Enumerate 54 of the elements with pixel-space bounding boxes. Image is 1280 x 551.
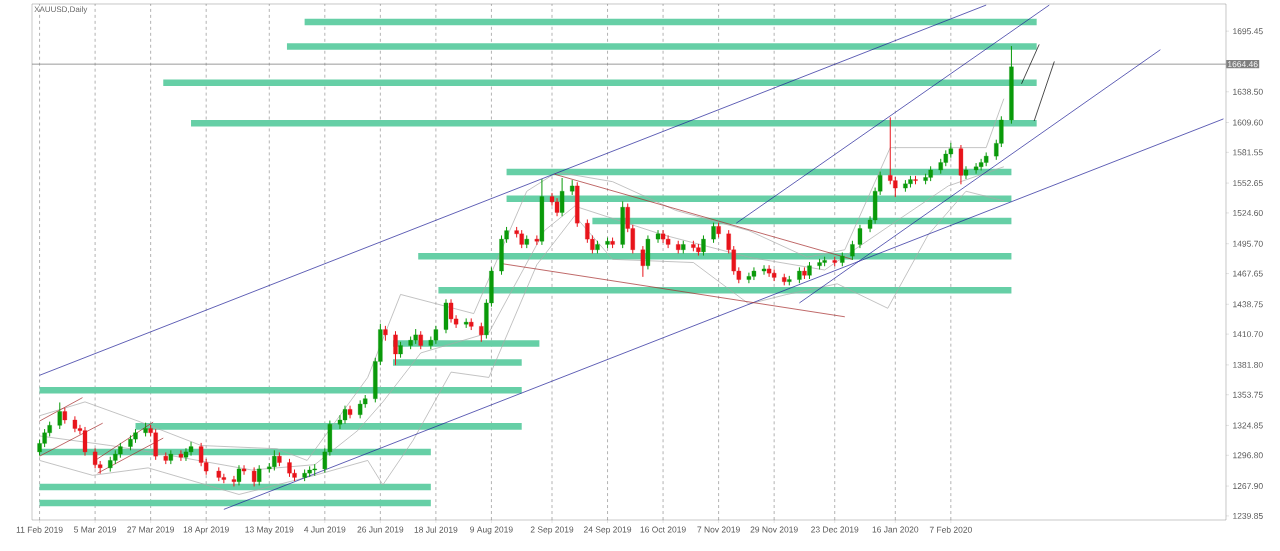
candlestick <box>347 405 353 419</box>
candlestick <box>251 467 257 487</box>
candlestick <box>236 465 242 486</box>
candlestick <box>178 450 184 461</box>
y-tick-label: 1609.60 <box>1233 119 1263 126</box>
x-tick-label: 29 Nov 2019 <box>750 526 798 533</box>
candlestick <box>57 402 62 429</box>
x-tick-label: 7 Nov 2019 <box>697 526 740 533</box>
y-tick-label: 1438.75 <box>1233 301 1263 308</box>
candlestick <box>701 235 706 256</box>
candlestick <box>850 240 855 260</box>
ref-line-label: 1664.46 <box>1228 61 1258 68</box>
y-tick-label: 1353.75 <box>1233 391 1263 398</box>
y-tick-label: 1524.60 <box>1233 209 1263 216</box>
x-tick-label: 11 Feb 2019 <box>16 526 63 533</box>
y-tick-label: 1381.80 <box>1233 361 1263 368</box>
x-tick-label: 23 Dec 2019 <box>811 526 859 533</box>
x-tick-label: 26 Jun 2019 <box>357 526 404 533</box>
candlestick <box>640 246 646 277</box>
x-tick-label: 24 Sep 2019 <box>583 526 632 535</box>
candlestick <box>711 222 716 243</box>
candlestick <box>534 235 540 245</box>
y-tick-label: 1296.80 <box>1233 452 1263 459</box>
x-tick-label: 18 Jul 2019 <box>414 526 458 533</box>
x-tick-label: 27 Mar 2019 <box>127 526 174 533</box>
candlestick <box>559 177 565 217</box>
x-tick-label: 18 Apr 2019 <box>183 526 229 535</box>
candlestick <box>655 230 661 243</box>
y-tick-label: 1495.70 <box>1233 240 1263 247</box>
candlestick <box>393 331 398 366</box>
candlestick <box>231 475 237 487</box>
x-tick-label: 16 Jan 2020 <box>872 526 919 533</box>
y-tick-label: 1552.65 <box>1233 180 1263 187</box>
candlestick <box>241 465 247 475</box>
x-tick-label: 7 Feb 2020 <box>929 526 972 533</box>
y-tick-label: 1267.90 <box>1233 483 1263 490</box>
x-tick-label: 2 Sep 2019 <box>530 526 574 535</box>
y-tick-label: 1638.50 <box>1233 88 1263 95</box>
y-tick-label: 1695.45 <box>1233 28 1263 35</box>
x-tick-label: 9 Aug 2019 <box>470 526 513 535</box>
x-tick-label: 4 Jun 2019 <box>304 526 346 533</box>
y-tick-label: 1467.65 <box>1233 270 1263 277</box>
y-tick-label: 1581.55 <box>1233 149 1263 156</box>
candlestick <box>857 224 863 249</box>
candlestick <box>963 166 969 179</box>
candlestick <box>479 322 484 342</box>
y-tick-label: 1324.85 <box>1233 422 1263 429</box>
candlestick <box>257 465 262 486</box>
x-tick-label: 5 Mar 2019 <box>74 526 117 533</box>
y-tick-label: 1410.70 <box>1233 331 1263 338</box>
y-tick-label: 1239.85 <box>1233 512 1263 519</box>
x-tick-label: 16 Oct 2019 <box>640 526 686 533</box>
x-tick-label: 13 May 2019 <box>245 526 294 535</box>
candlestick <box>761 265 767 275</box>
